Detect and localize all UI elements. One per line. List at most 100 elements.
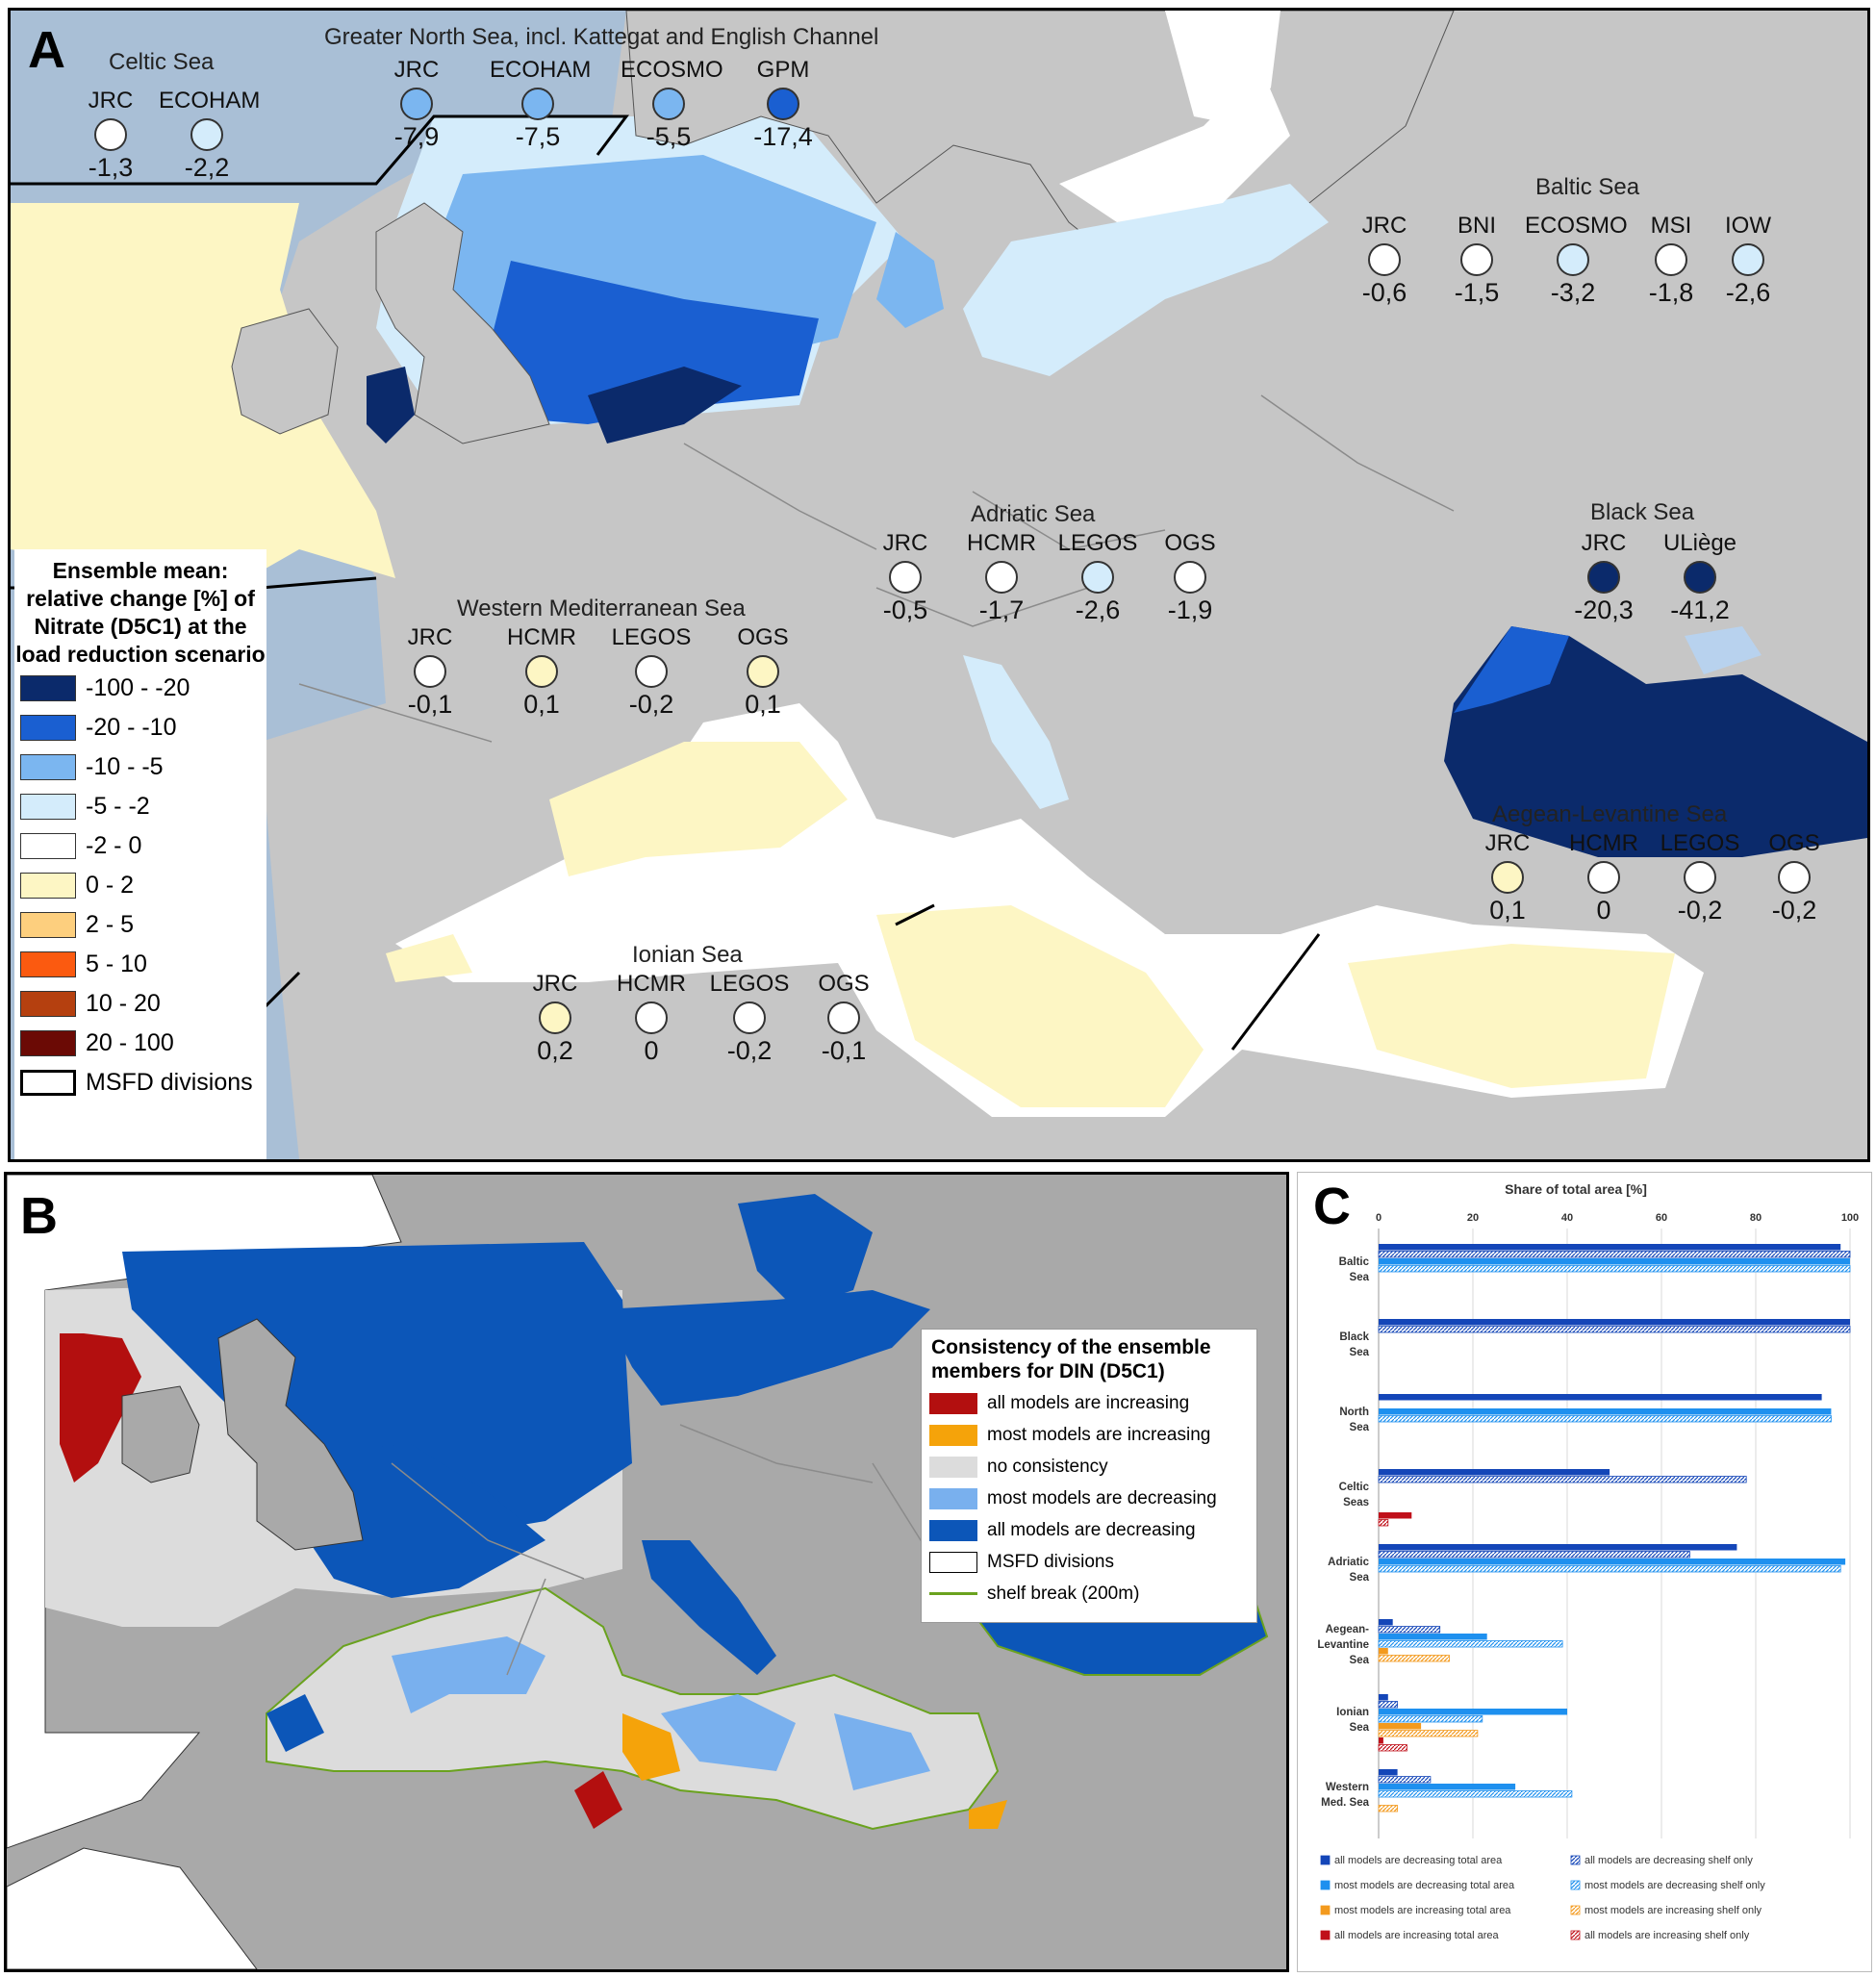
model-marker-aegean-ogs: OGS -0,2 bbox=[1746, 830, 1842, 925]
legend-swatch bbox=[929, 1519, 977, 1541]
x-tick-label: 20 bbox=[1467, 1212, 1479, 1224]
legend-swatch bbox=[1570, 1930, 1581, 1940]
model-value-circle bbox=[1081, 561, 1114, 594]
bar bbox=[1378, 1251, 1851, 1258]
bar bbox=[1379, 1769, 1398, 1776]
model-name: JRC bbox=[882, 530, 928, 556]
model-value-circle bbox=[1587, 861, 1620, 894]
bar bbox=[1378, 1776, 1432, 1784]
model-name: LEGOS bbox=[1660, 830, 1740, 856]
legend-item: -100 - -20 bbox=[14, 669, 266, 708]
legend-item: -2 - 0 bbox=[14, 826, 266, 866]
model-marker-baltic-iow: IOW -2,6 bbox=[1700, 213, 1796, 307]
legend-label: most models are decreasing shelf only bbox=[1584, 1880, 1765, 1891]
model-value: -5,5 bbox=[646, 122, 692, 151]
model-marker-adriatic-jrc: JRC -0,5 bbox=[857, 530, 953, 624]
bar bbox=[1379, 1408, 1832, 1415]
model-marker-baltic-jrc: JRC -0,6 bbox=[1336, 213, 1432, 307]
category-label: North bbox=[1339, 1407, 1369, 1418]
bar bbox=[1379, 1648, 1388, 1655]
legend-label: most models are increasing shelf only bbox=[1584, 1905, 1762, 1916]
model-value-circle bbox=[521, 88, 554, 120]
model-marker-aegean-legos: LEGOS -0,2 bbox=[1652, 830, 1748, 925]
legend-label: 10 - 20 bbox=[86, 990, 161, 1017]
model-name: JRC bbox=[88, 88, 134, 114]
model-marker-ionian-jrc: JRC 0,2 bbox=[507, 971, 603, 1065]
legend-item: 10 - 20 bbox=[14, 984, 266, 1024]
legend-title: Ensemble mean: relative change [%] of Ni… bbox=[15, 558, 266, 667]
model-name: OGS bbox=[1768, 830, 1820, 856]
model-value-circle bbox=[635, 1001, 668, 1034]
legend-item: MSFD divisions bbox=[14, 1063, 266, 1103]
region-title-ionian-sea: Ionian Sea bbox=[632, 942, 743, 968]
legend-swatch bbox=[1320, 1930, 1331, 1940]
region-title-greater-north-sea: Greater North Sea, incl. Kattegat and En… bbox=[324, 24, 879, 50]
legend-item: most models are decreasing bbox=[922, 1483, 1256, 1514]
bar bbox=[1378, 1551, 1690, 1559]
legend-swatch bbox=[1570, 1905, 1581, 1915]
bar bbox=[1379, 1512, 1412, 1519]
category-label: Adriatic bbox=[1328, 1557, 1369, 1568]
bar bbox=[1379, 1394, 1822, 1401]
model-value-circle bbox=[1174, 561, 1206, 594]
panel-b-legend: Consistency of the ensemble members for … bbox=[921, 1329, 1257, 1623]
legend-swatch bbox=[1570, 1880, 1581, 1890]
model-value: -2,2 bbox=[184, 153, 230, 182]
bar bbox=[1379, 1709, 1567, 1715]
model-name: ULiège bbox=[1662, 530, 1737, 556]
legend-item: 5 - 10 bbox=[14, 945, 266, 984]
bar bbox=[1378, 1476, 1747, 1483]
model-marker-westmed-jrc: JRC -0,1 bbox=[382, 624, 478, 719]
bar bbox=[1379, 1544, 1737, 1551]
bar bbox=[1379, 1469, 1610, 1476]
model-marker-baltic-bni: BNI -1,5 bbox=[1429, 213, 1525, 307]
bar bbox=[1378, 1730, 1479, 1737]
model-marker-blacksea-uliege: ULiège -41,2 bbox=[1652, 530, 1748, 624]
legend-swatch bbox=[1320, 1905, 1331, 1915]
bar bbox=[1378, 1519, 1389, 1527]
category-label: Celtic bbox=[1339, 1482, 1370, 1493]
model-value: -3,2 bbox=[1550, 278, 1596, 307]
legend-swatch bbox=[20, 991, 76, 1017]
category-label: Sea bbox=[1350, 1272, 1370, 1283]
model-value-circle bbox=[635, 655, 668, 688]
bar bbox=[1378, 1265, 1851, 1273]
legend-swatch bbox=[20, 1070, 76, 1096]
bar bbox=[1379, 1244, 1841, 1251]
legend-label: most models are decreasing bbox=[987, 1487, 1217, 1508]
model-value: -0,5 bbox=[882, 596, 928, 624]
model-marker-celtic-ecoham: ECOHAM -2,2 bbox=[159, 88, 260, 182]
x-tick-label: 40 bbox=[1561, 1212, 1573, 1224]
model-name: OGS bbox=[818, 971, 870, 997]
model-value-circle bbox=[652, 88, 685, 120]
legend-item: -5 - -2 bbox=[14, 787, 266, 826]
legend-label: all models are increasing total area bbox=[1334, 1930, 1499, 1941]
legend-swatch bbox=[20, 1030, 76, 1056]
model-value: -1,9 bbox=[1167, 596, 1213, 624]
bar bbox=[1379, 1737, 1383, 1744]
legend-swatch bbox=[929, 1487, 977, 1509]
model-name: JRC bbox=[532, 971, 578, 997]
x-tick-label: 0 bbox=[1376, 1212, 1382, 1224]
legend-label: all models are decreasing total area bbox=[1334, 1855, 1503, 1866]
legend-label: all models are decreasing shelf only bbox=[1584, 1855, 1753, 1866]
legend-label: MSFD divisions bbox=[86, 1069, 253, 1096]
model-marker-northsea-ecosmo: ECOSMO -5,5 bbox=[621, 57, 723, 151]
legend-swatch bbox=[929, 1592, 977, 1595]
legend-label: no consistency bbox=[987, 1456, 1108, 1477]
model-value-circle bbox=[1655, 243, 1687, 276]
legend-item: 20 - 100 bbox=[14, 1024, 266, 1063]
model-value: -0,6 bbox=[1361, 278, 1407, 307]
legend-label: -5 - -2 bbox=[86, 793, 150, 820]
model-value: 0,1 bbox=[523, 690, 560, 719]
model-marker-ionian-ogs: OGS -0,1 bbox=[796, 971, 892, 1065]
legend-swatch bbox=[20, 951, 76, 977]
model-name: LEGOS bbox=[1057, 530, 1138, 556]
category-label: Med. Sea bbox=[1321, 1797, 1369, 1809]
legend-item: all models are increasing bbox=[922, 1387, 1256, 1419]
model-marker-blacksea-jrc: JRC -20,3 bbox=[1556, 530, 1652, 624]
model-name: LEGOS bbox=[709, 971, 790, 997]
bar bbox=[1378, 1790, 1573, 1798]
model-name: GPM bbox=[756, 57, 810, 83]
model-name: HCMR bbox=[967, 530, 1036, 556]
